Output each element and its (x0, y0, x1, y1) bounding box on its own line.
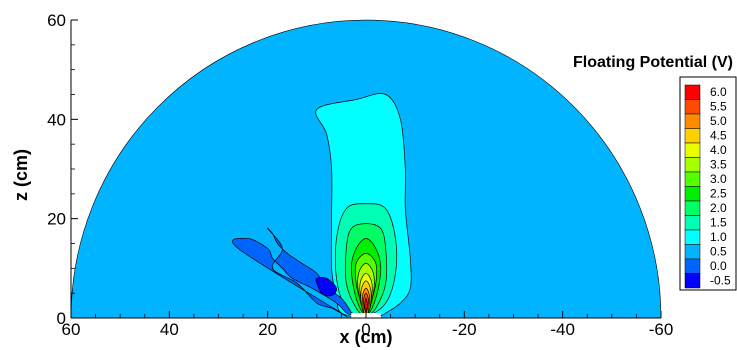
legend-swatch (684, 128, 701, 144)
y-axis-title: z (cm) (11, 149, 31, 201)
legend-label: 3.0 (710, 172, 727, 186)
x-tick-label: -60 (649, 320, 674, 339)
legend-label: 5.5 (710, 100, 727, 114)
x-tick-label: 20 (258, 320, 277, 339)
legend: 6.05.55.04.54.03.53.02.52.01.51.00.50.0-… (679, 76, 737, 291)
x-axis-title: x (cm) (339, 327, 392, 347)
legend-label: 4.0 (710, 143, 727, 157)
legend-title: Floating Potential (V) (573, 54, 733, 71)
legend-swatch (684, 99, 701, 115)
legend-label: 2.0 (710, 201, 727, 215)
plot-area (71, 19, 661, 318)
contour-region-6-0 (364, 297, 368, 311)
y-tick-label: 20 (47, 210, 66, 229)
legend-label: -0.5 (710, 274, 731, 288)
legend-label: 0.5 (710, 245, 727, 259)
legend-swatch (684, 244, 701, 260)
legend-label: 2.5 (710, 187, 727, 201)
ticks: 60 40 20 0 -20 -40 -60 0 20 40 60 (47, 11, 673, 339)
legend-label: 6.0 (710, 85, 727, 99)
legend-swatch (684, 229, 701, 245)
legend-label: 3.5 (710, 158, 727, 172)
contour-region-0-0 (232, 227, 352, 318)
x-tick-label: 0 (361, 320, 370, 339)
legend-swatch (684, 200, 701, 216)
legend-swatch (684, 113, 701, 129)
x-tick-label: 40 (160, 320, 179, 339)
legend-swatch (684, 157, 701, 173)
legend-label: 4.5 (710, 129, 727, 143)
legend-label: 5.0 (710, 114, 727, 128)
legend-label: 1.0 (710, 230, 727, 244)
x-tick-label: -40 (550, 320, 575, 339)
x-tick-label: -20 (452, 320, 477, 339)
y-tick-label: 40 (47, 110, 66, 129)
legend-swatch (684, 273, 701, 289)
legend-label: 0.0 (710, 259, 727, 273)
legend-swatch (684, 186, 701, 202)
legend-swatch (684, 84, 701, 100)
legend-swatch (684, 215, 701, 231)
y-tick-label: 0 (57, 309, 66, 328)
contour-region--0-5 (315, 276, 337, 297)
y-tick-label: 60 (47, 11, 66, 30)
x-tick-label: 60 (62, 320, 81, 339)
legend-swatch (684, 171, 701, 187)
legend-label: 1.5 (710, 216, 727, 230)
legend-swatch (684, 142, 701, 158)
legend-swatch (684, 258, 701, 274)
